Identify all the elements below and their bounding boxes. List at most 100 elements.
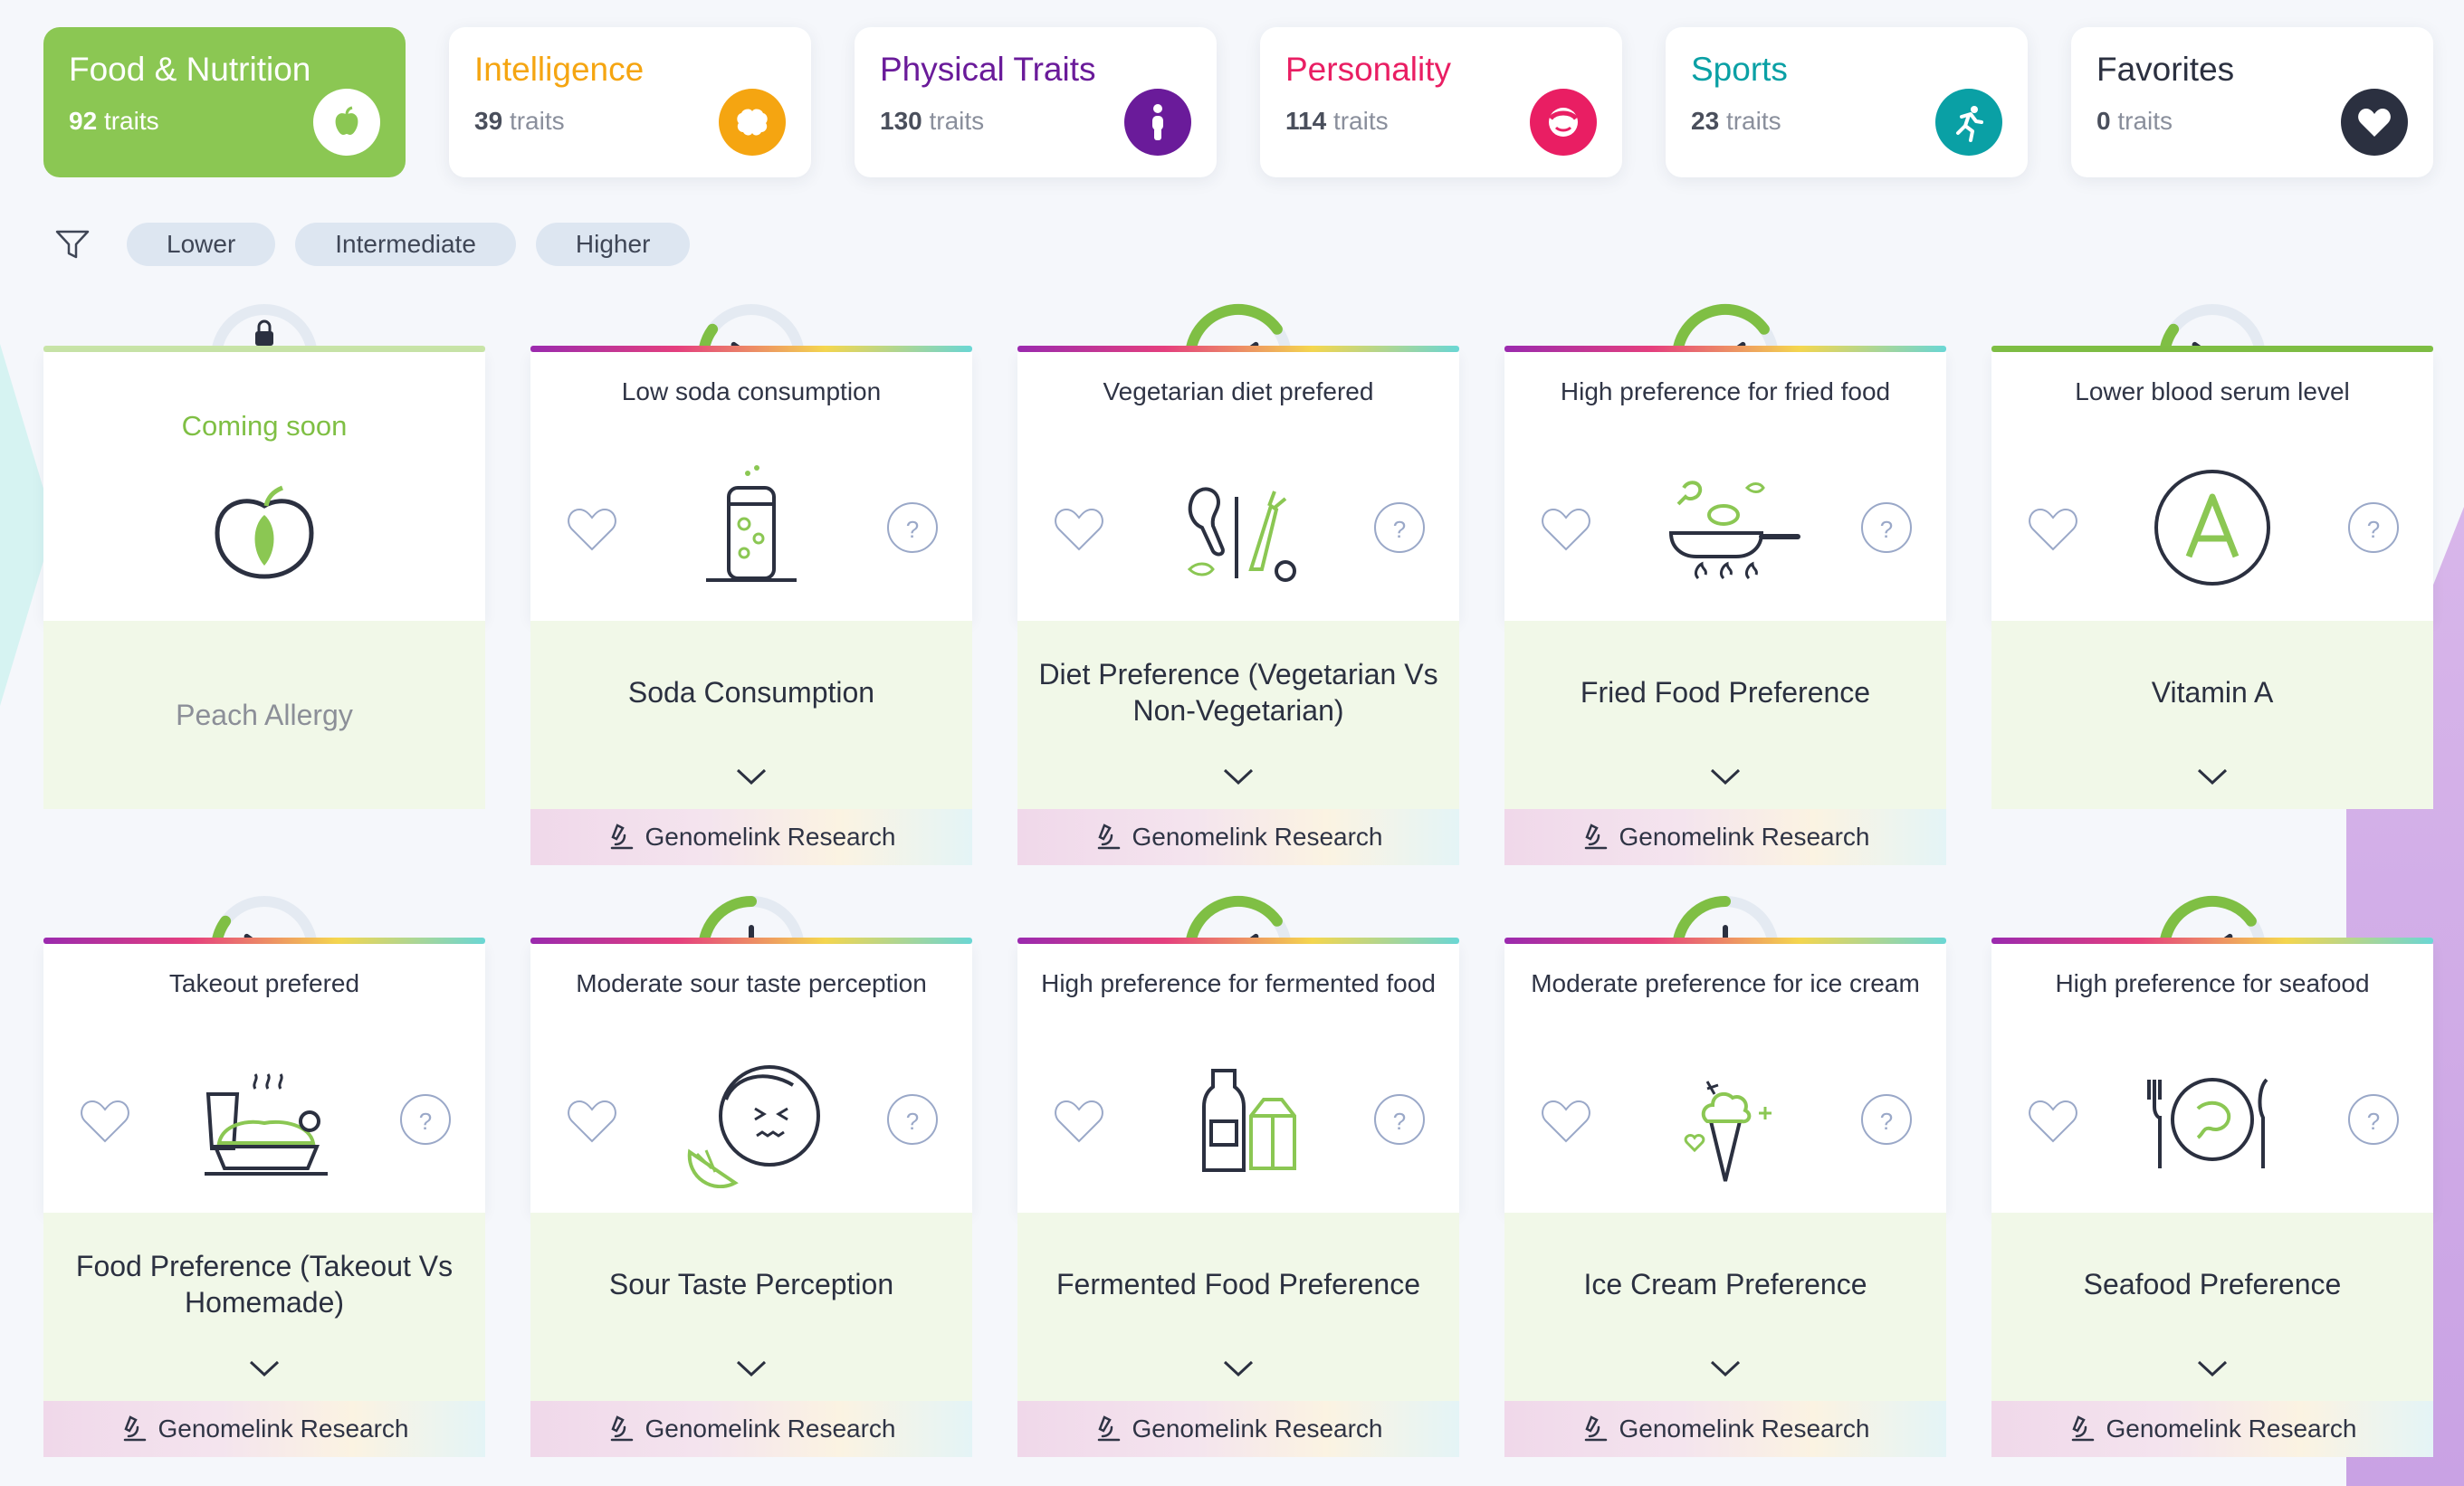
filter-intermediate[interactable]: Intermediate	[295, 223, 516, 266]
card-body: Moderate sour taste perception ?	[530, 944, 972, 1213]
tab-title: Personality	[1285, 51, 1452, 88]
chevron-down-icon[interactable]	[735, 767, 768, 786]
card-body: Low soda consumption ?	[530, 352, 972, 621]
sour-face-icon	[687, 1065, 820, 1188]
trait-result-label: High preference for fried food	[1560, 377, 1891, 405]
microscope-icon	[1098, 1415, 1121, 1442]
card-footer: Sour Taste Perception	[530, 1213, 972, 1401]
heart-icon[interactable]	[1539, 1096, 1593, 1145]
chevron-down-icon[interactable]	[248, 1359, 281, 1377]
microscope-icon	[1098, 824, 1121, 850]
chevron-down-icon[interactable]	[735, 1359, 768, 1377]
tab-count: 39 traits	[474, 107, 565, 135]
heart-icon	[2341, 89, 2408, 156]
chevron-down-icon[interactable]	[2196, 767, 2229, 786]
research-badge: Genomelink Research	[530, 809, 972, 865]
card-body: Coming soon	[43, 352, 485, 621]
card-body: Moderate preference for ice cream ?	[1504, 944, 1946, 1213]
card-footer: Food Preference (Takeout Vs Homemade)	[43, 1213, 485, 1401]
trait-name: Food Preference (Takeout Vs Homemade)	[75, 1250, 454, 1319]
research-badge: Genomelink Research	[530, 1401, 972, 1457]
person-icon	[1124, 89, 1191, 156]
trait-result-label: Moderate sour taste perception	[576, 969, 927, 997]
help-icon[interactable]: ?	[400, 1094, 451, 1145]
tab-personality[interactable]: Personality 114 traits	[1260, 27, 1622, 177]
trait-name: Sour Taste Perception	[608, 1268, 894, 1300]
trait-name: Ice Cream Preference	[1583, 1268, 1867, 1300]
card-top-line	[530, 346, 972, 352]
heart-icon[interactable]	[1052, 1096, 1106, 1145]
heart-icon[interactable]	[565, 1096, 619, 1145]
brain-icon	[719, 89, 786, 156]
microscope-icon	[1585, 824, 1608, 850]
card-top-line	[1504, 346, 1946, 352]
help-icon[interactable]: ?	[1861, 1094, 1912, 1145]
help-icon[interactable]: ?	[887, 502, 938, 553]
chevron-down-icon[interactable]	[1709, 767, 1742, 786]
heart-icon[interactable]	[565, 504, 619, 553]
tab-food-nutrition[interactable]: Food & Nutrition 92 traits	[43, 27, 406, 177]
help-icon[interactable]: ?	[1861, 502, 1912, 553]
card-body: High preference for fried food ?	[1504, 352, 1946, 621]
card-footer: Fermented Food Preference	[1017, 1213, 1459, 1401]
lock-icon	[211, 304, 318, 358]
trait-result-label: Vegetarian diet prefered	[1103, 377, 1374, 405]
card-footer: Ice Cream Preference	[1504, 1213, 1946, 1401]
seafood-plate-icon	[2147, 1078, 2268, 1168]
card-top-line	[1017, 938, 1459, 944]
chevron-down-icon[interactable]	[1222, 1359, 1255, 1377]
tab-favorites[interactable]: Favorites 0 traits	[2071, 27, 2433, 177]
filter-higher[interactable]: Higher	[535, 223, 691, 266]
takeout-icon	[205, 1073, 328, 1176]
chevron-down-icon[interactable]	[2196, 1359, 2229, 1377]
research-badge: Genomelink Research	[1504, 1401, 1946, 1457]
apple-icon	[313, 89, 380, 156]
ice-cream-icon	[1684, 1081, 1772, 1182]
trait-name: Fermented Food Preference	[1056, 1268, 1420, 1300]
help-icon[interactable]: ?	[2348, 502, 2399, 553]
card-top-line	[1017, 346, 1459, 352]
research-label: Genomelink Research	[158, 1415, 409, 1443]
card-body: Takeout prefered ?	[43, 944, 485, 1213]
trait-name: Diet Preference (Vegetarian Vs Non-Veget…	[1038, 658, 1438, 727]
heart-icon[interactable]	[1539, 504, 1593, 553]
research-label: Genomelink Research	[2106, 1415, 2357, 1443]
card-footer: Peach Allergy	[43, 621, 485, 809]
trait-result-label: High preference for seafood	[2055, 969, 2370, 997]
research-label: Genomelink Research	[1619, 1415, 1870, 1443]
runner-icon	[1935, 89, 2002, 156]
tab-count: 23 traits	[1691, 107, 1781, 135]
research-badge: Genomelink Research	[43, 1401, 485, 1457]
trait-result-label: Low soda consumption	[621, 377, 882, 405]
help-icon[interactable]: ?	[2348, 1094, 2399, 1145]
soda-can-icon	[706, 465, 797, 582]
microscope-icon	[611, 824, 634, 850]
heart-icon[interactable]	[2026, 504, 2080, 553]
tab-sports[interactable]: Sports 23 traits	[1666, 27, 2028, 177]
filter-icon[interactable]	[54, 228, 91, 261]
chevron-down-icon[interactable]	[1222, 767, 1255, 786]
tab-count: 0 traits	[2096, 107, 2173, 135]
chevron-down-icon[interactable]	[1709, 1359, 1742, 1377]
help-icon[interactable]: ?	[1374, 1094, 1425, 1145]
help-icon[interactable]: ?	[1374, 502, 1425, 553]
card-top-line	[1991, 938, 2433, 944]
trait-name: Seafood Preference	[2083, 1268, 2342, 1300]
help-icon[interactable]: ?	[887, 1094, 938, 1145]
filter-lower[interactable]: Lower	[127, 223, 276, 266]
research-badge: Genomelink Research	[1991, 1401, 2433, 1457]
card-top-line	[1504, 938, 1946, 944]
tab-title: Food & Nutrition	[69, 51, 311, 88]
tab-physical-traits[interactable]: Physical Traits 130 traits	[855, 27, 1217, 177]
card-top-line	[43, 938, 485, 944]
tab-title: Favorites	[2096, 51, 2235, 88]
heart-icon[interactable]	[78, 1096, 132, 1145]
heart-icon[interactable]	[2026, 1096, 2080, 1145]
tab-title: Physical Traits	[880, 51, 1096, 88]
tab-intelligence[interactable]: Intelligence 39 traits	[449, 27, 811, 177]
level-filters: Lower Intermediate Higher	[54, 223, 691, 266]
card-body: High preference for seafood ?	[1991, 944, 2433, 1213]
trait-result-label: High preference for fermented food	[1041, 969, 1436, 997]
card-top-line	[530, 938, 972, 944]
heart-icon[interactable]	[1052, 504, 1106, 553]
